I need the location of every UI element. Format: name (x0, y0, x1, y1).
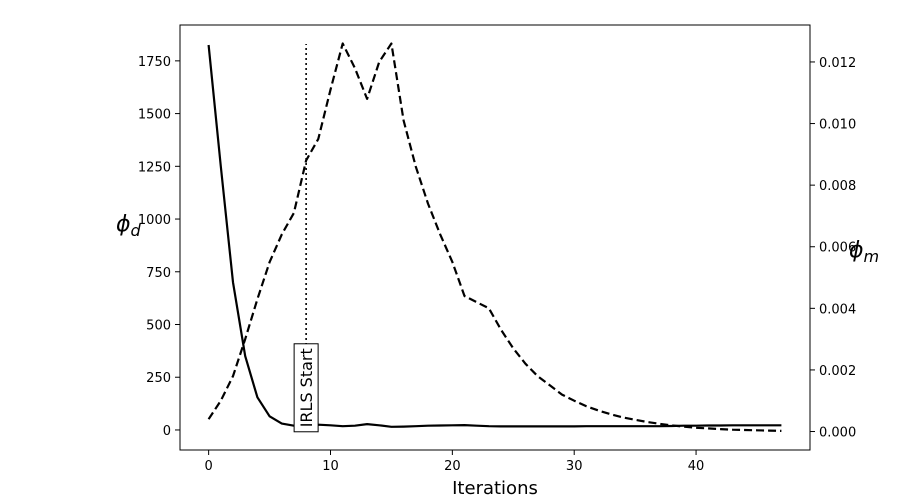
x-tick-label: 0 (204, 459, 212, 474)
y-left-tick-label: 1250 (138, 160, 171, 175)
y-right-tick-label: 0.004 (819, 302, 856, 317)
y-right-tick-label: 0.000 (819, 426, 856, 441)
y-left-tick-label: 1000 (138, 213, 171, 228)
y-axis-left-label: ϕd (116, 212, 142, 240)
y-right-tick-label: 0.012 (819, 56, 856, 71)
plot-frame (179, 24, 811, 451)
axes: 0 10 20 30 40 0 250 500 750 1000 1250 1500 1750 0.000… (138, 24, 856, 474)
annotation-text: IRLS Start (297, 348, 316, 427)
x-tick-label: 30 (566, 459, 583, 474)
y-right-tick-label: 0.008 (819, 179, 856, 194)
x-axis-label: Iterations (452, 478, 538, 499)
y-left-tick-label: 500 (146, 319, 171, 334)
y-right-tick-label: 0.002 (819, 364, 856, 379)
x-tick-label: 40 (688, 459, 705, 474)
y-left-tick-label: 1500 (138, 108, 171, 123)
plot-area: IRLS Start (207, 42, 782, 433)
y-left-tick-label: 250 (146, 371, 171, 386)
y-right-tick-label: 0.010 (819, 118, 856, 133)
y-left-tick-label: 1750 (138, 55, 171, 70)
irls-start-annotation: IRLS Start (293, 343, 319, 433)
y-axis-right-label: ϕm (849, 238, 879, 266)
y-right-tick-label: 0.006 (819, 241, 856, 256)
x-tick-label: 10 (322, 459, 339, 474)
x-tick-label: 20 (444, 459, 461, 474)
annotation-box (293, 343, 319, 433)
y-left-tick-label: 0 (163, 424, 171, 439)
phi-m-series-line (207, 42, 782, 432)
y-left-tick-label: 750 (146, 266, 171, 281)
